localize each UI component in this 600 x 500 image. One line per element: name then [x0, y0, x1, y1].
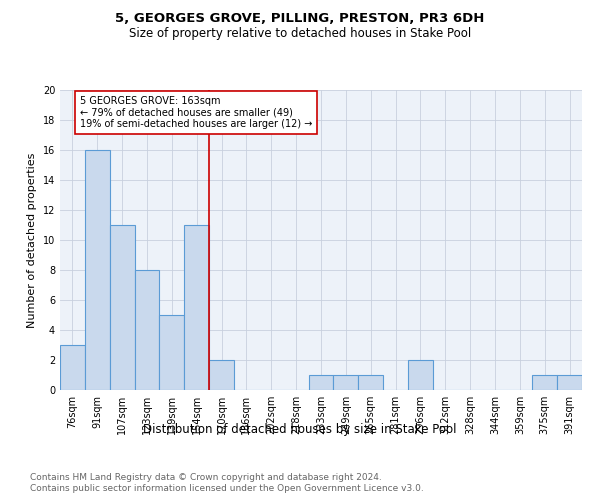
Bar	[85, 150, 110, 390]
Bar	[358, 375, 383, 390]
Bar	[557, 375, 582, 390]
Bar	[60, 345, 85, 390]
Text: 5, GEORGES GROVE, PILLING, PRESTON, PR3 6DH: 5, GEORGES GROVE, PILLING, PRESTON, PR3 …	[115, 12, 485, 26]
Bar	[209, 360, 234, 390]
Bar	[134, 270, 160, 390]
Text: 5 GEORGES GROVE: 163sqm
← 79% of detached houses are smaller (49)
19% of semi-de: 5 GEORGES GROVE: 163sqm ← 79% of detache…	[80, 96, 312, 129]
Text: Distribution of detached houses by size in Stake Pool: Distribution of detached houses by size …	[143, 422, 457, 436]
Bar	[184, 225, 209, 390]
Bar	[160, 315, 184, 390]
Bar	[308, 375, 334, 390]
Text: Contains HM Land Registry data © Crown copyright and database right 2024.: Contains HM Land Registry data © Crown c…	[30, 472, 382, 482]
Bar	[110, 225, 134, 390]
Text: Contains public sector information licensed under the Open Government Licence v3: Contains public sector information licen…	[30, 484, 424, 493]
Y-axis label: Number of detached properties: Number of detached properties	[27, 152, 37, 328]
Text: Size of property relative to detached houses in Stake Pool: Size of property relative to detached ho…	[129, 28, 471, 40]
Bar	[408, 360, 433, 390]
Bar	[334, 375, 358, 390]
Bar	[532, 375, 557, 390]
